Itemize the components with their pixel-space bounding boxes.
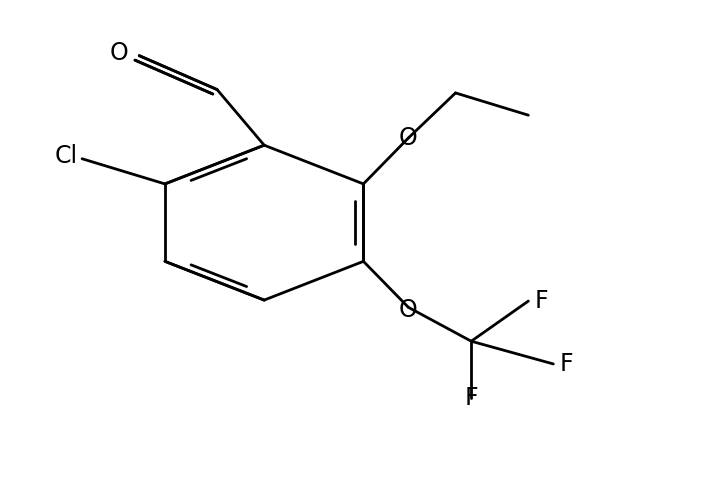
Text: Cl: Cl (55, 144, 78, 168)
Text: F: F (464, 386, 478, 410)
Text: F: F (559, 352, 573, 376)
Text: O: O (110, 41, 129, 65)
Text: O: O (399, 298, 418, 322)
Text: F: F (534, 289, 548, 313)
Text: O: O (399, 126, 418, 150)
